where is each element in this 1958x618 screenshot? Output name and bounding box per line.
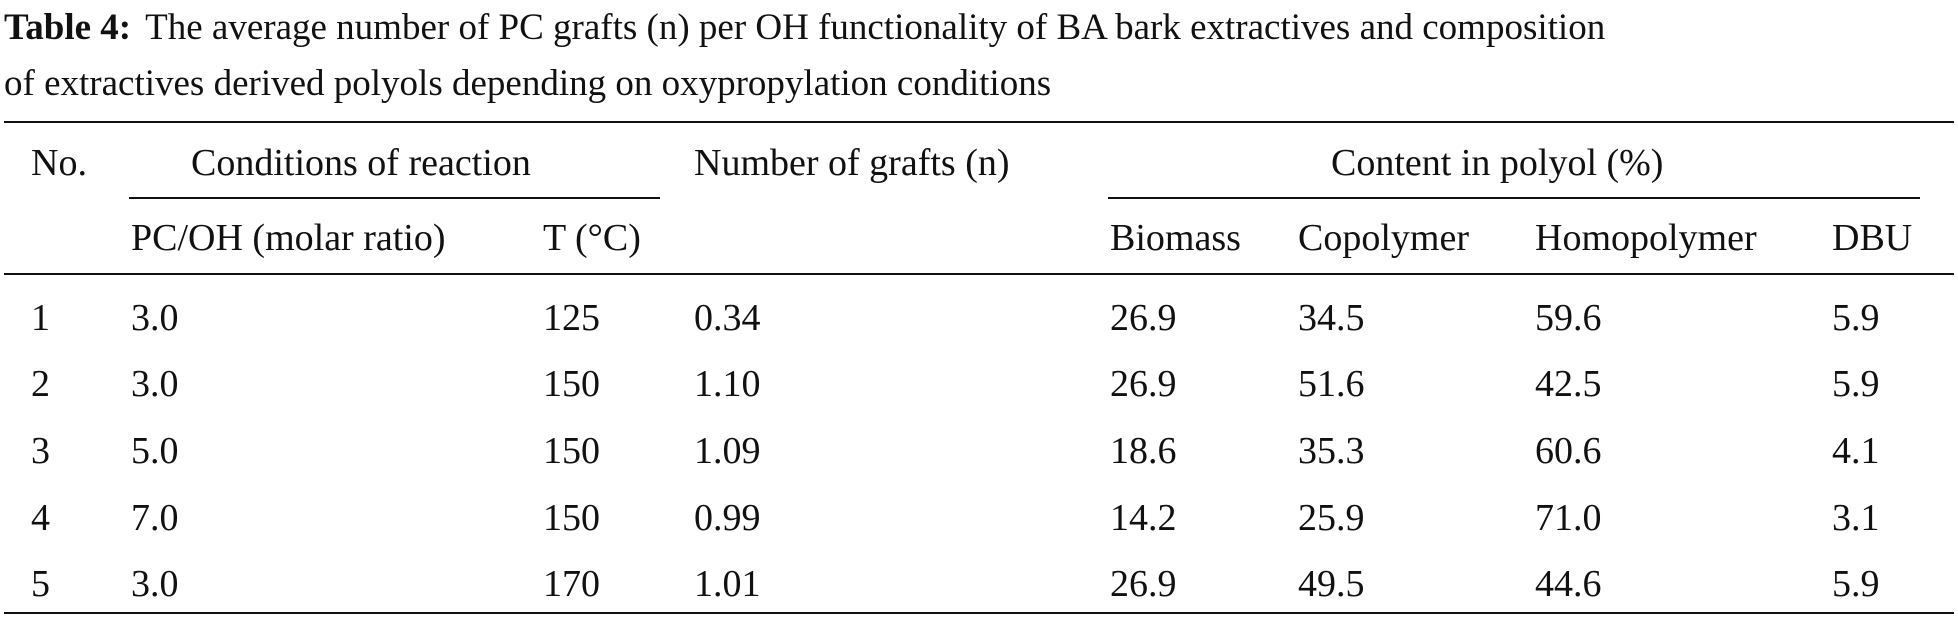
cell-homopolymer: 42.5	[1535, 363, 1602, 405]
cell-no: 5	[31, 563, 50, 605]
caption-text-1: The average number of PC grafts (n) per …	[145, 7, 1606, 48]
header-grafts: Number of grafts (n)	[694, 142, 1010, 184]
content-rule	[1108, 197, 1920, 199]
cell-no: 4	[31, 497, 50, 539]
cell-grafts: 1.10	[694, 363, 761, 405]
cell-homopolymer: 44.6	[1535, 563, 1602, 605]
header-conditions: Conditions of reaction	[191, 142, 531, 184]
cell-pc-oh: 3.0	[131, 297, 179, 339]
cell-temp: 170	[543, 563, 600, 605]
cell-grafts: 1.01	[694, 563, 761, 605]
cell-biomass: 18.6	[1110, 430, 1177, 472]
cell-copolymer: 25.9	[1298, 497, 1365, 539]
cell-dbu: 5.9	[1832, 563, 1880, 605]
cell-no: 2	[31, 363, 50, 405]
cell-temp: 150	[543, 430, 600, 472]
cell-copolymer: 51.6	[1298, 363, 1365, 405]
cell-temp: 150	[543, 363, 600, 405]
cell-biomass: 26.9	[1110, 297, 1177, 339]
cell-pc-oh: 3.0	[131, 363, 179, 405]
cell-homopolymer: 60.6	[1535, 430, 1602, 472]
bottom-rule	[4, 612, 1954, 614]
header-no: No.	[31, 142, 87, 184]
cell-pc-oh: 7.0	[131, 497, 179, 539]
header-dbu: DBU	[1832, 217, 1913, 259]
cell-dbu: 4.1	[1832, 430, 1880, 472]
cell-copolymer: 35.3	[1298, 430, 1365, 472]
cell-grafts: 0.99	[694, 497, 761, 539]
caption-line-2: of extractives derived polyols depending…	[4, 63, 1052, 104]
cell-grafts: 0.34	[694, 297, 761, 339]
header-bottom-rule	[4, 273, 1954, 275]
cell-dbu: 5.9	[1832, 297, 1880, 339]
cell-temp: 125	[543, 297, 600, 339]
cell-biomass: 26.9	[1110, 363, 1177, 405]
table-caption: Table 4: The average number of PC grafts …	[4, 0, 1956, 112]
header-pc-oh: PC/OH (molar ratio)	[131, 217, 446, 259]
top-rule	[4, 121, 1954, 123]
header-copolymer: Copolymer	[1298, 217, 1469, 259]
cell-temp: 150	[543, 497, 600, 539]
cell-copolymer: 34.5	[1298, 297, 1365, 339]
cell-homopolymer: 59.6	[1535, 297, 1602, 339]
cell-no: 3	[31, 430, 50, 472]
cell-dbu: 3.1	[1832, 497, 1880, 539]
conditions-rule	[129, 197, 660, 199]
header-temp: T (°C)	[543, 217, 641, 259]
cell-no: 1	[31, 297, 50, 339]
cell-copolymer: 49.5	[1298, 563, 1365, 605]
cell-grafts: 1.09	[694, 430, 761, 472]
header-biomass: Biomass	[1110, 217, 1241, 259]
cell-biomass: 14.2	[1110, 497, 1177, 539]
cell-pc-oh: 3.0	[131, 563, 179, 605]
cell-homopolymer: 71.0	[1535, 497, 1602, 539]
cell-biomass: 26.9	[1110, 563, 1177, 605]
header-homopolymer: Homopolymer	[1535, 217, 1757, 259]
cell-pc-oh: 5.0	[131, 430, 179, 472]
cell-dbu: 5.9	[1832, 363, 1880, 405]
header-content: Content in polyol (%)	[1331, 142, 1664, 184]
caption-label: Table 4:	[4, 7, 132, 48]
caption-line-1: Table 4: The average number of PC grafts …	[4, 0, 1956, 56]
